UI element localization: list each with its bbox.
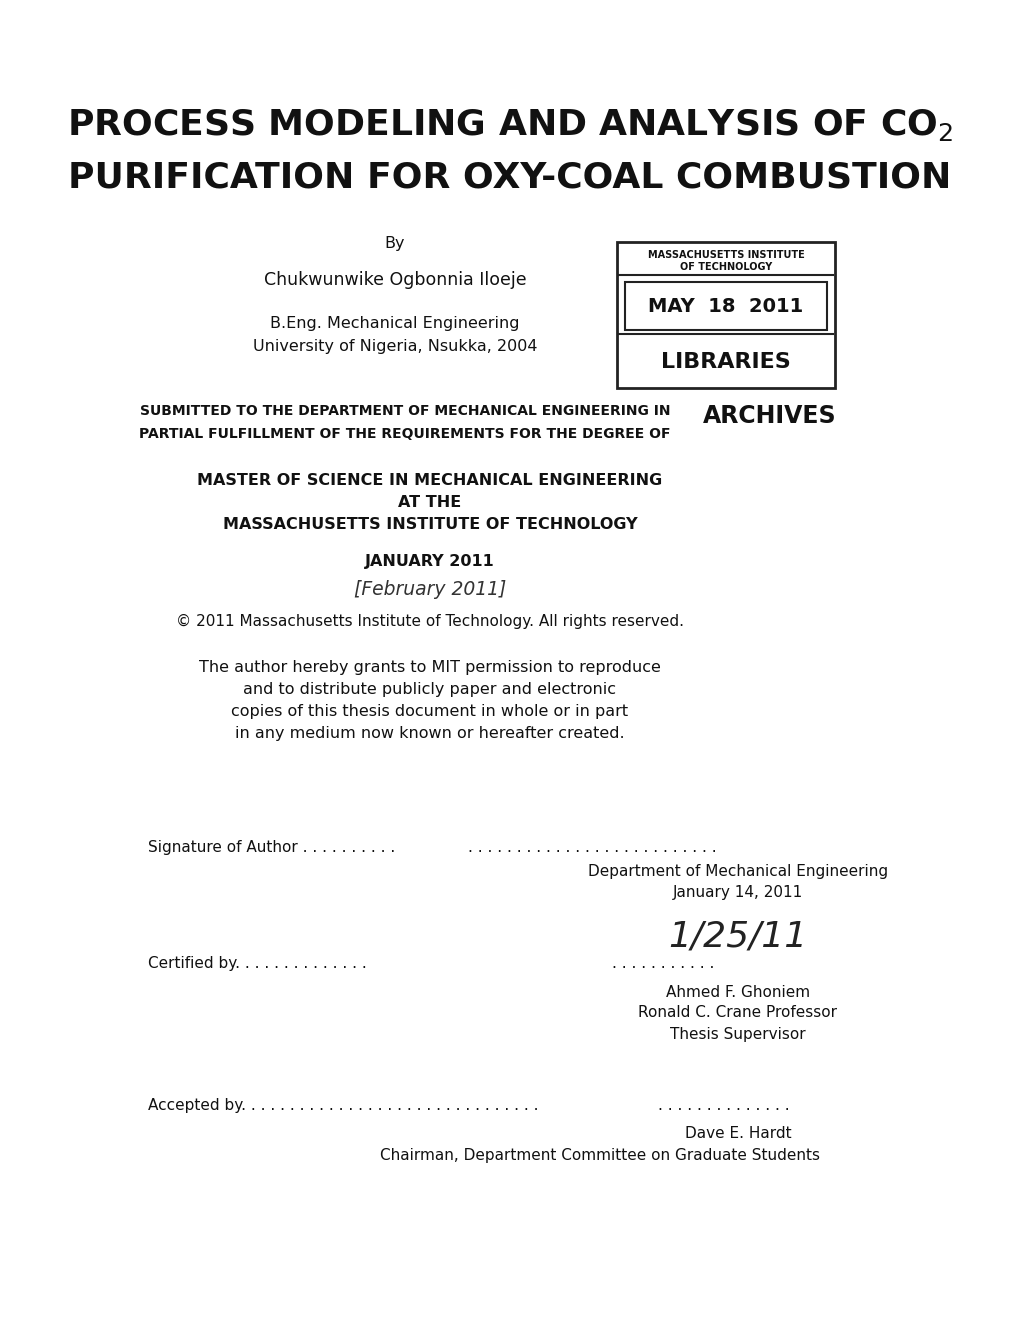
Text: The author hereby grants to MIT permission to reproduce: The author hereby grants to MIT permissi… xyxy=(199,660,660,675)
Text: Thesis Supervisor: Thesis Supervisor xyxy=(669,1027,805,1041)
Text: MASSACHUSETTS INSTITUTE: MASSACHUSETTS INSTITUTE xyxy=(647,249,804,260)
Text: Certified by. . . . . . . . . . . . . .: Certified by. . . . . . . . . . . . . . xyxy=(148,956,367,972)
Text: MASTER OF SCIENCE IN MECHANICAL ENGINEERING: MASTER OF SCIENCE IN MECHANICAL ENGINEER… xyxy=(198,473,662,488)
Text: PARTIAL FULFILLMENT OF THE REQUIREMENTS FOR THE DEGREE OF: PARTIAL FULFILLMENT OF THE REQUIREMENTS … xyxy=(140,426,671,441)
Text: AT THE: AT THE xyxy=(398,495,462,510)
Text: Signature of Author . . . . . . . . . .: Signature of Author . . . . . . . . . . xyxy=(148,840,395,855)
Text: LIBRARIES: LIBRARIES xyxy=(660,352,790,372)
Text: B.Eng. Mechanical Engineering: B.Eng. Mechanical Engineering xyxy=(270,315,520,331)
Text: 1/25/11: 1/25/11 xyxy=(667,919,807,953)
Text: Department of Mechanical Engineering: Department of Mechanical Engineering xyxy=(587,865,888,879)
Text: Chukwunwike Ogbonnia Iloeje: Chukwunwike Ogbonnia Iloeje xyxy=(264,271,526,289)
Text: JANUARY 2011: JANUARY 2011 xyxy=(365,554,494,569)
Text: Accepted by. . . . . . . . . . . . . . . . . . . . . . . . . . . . . . .: Accepted by. . . . . . . . . . . . . . .… xyxy=(148,1098,538,1113)
Text: . . . . . . . . . . . . . .: . . . . . . . . . . . . . . xyxy=(657,1098,789,1113)
Text: ARCHIVES: ARCHIVES xyxy=(702,404,836,428)
Text: Dave E. Hardt: Dave E. Hardt xyxy=(684,1126,791,1140)
Text: PROCESS MODELING AND ANALYSIS OF CO$_2$: PROCESS MODELING AND ANALYSIS OF CO$_2$ xyxy=(67,107,952,143)
Text: Ahmed F. Ghoniem: Ahmed F. Ghoniem xyxy=(665,985,809,1001)
Text: copies of this thesis document in whole or in part: copies of this thesis document in whole … xyxy=(231,704,628,719)
Text: University of Nigeria, Nsukka, 2004: University of Nigeria, Nsukka, 2004 xyxy=(253,339,537,354)
Text: . . . . . . . . . . . . . . . . . . . . . . . . . .: . . . . . . . . . . . . . . . . . . . . … xyxy=(468,840,716,855)
Text: MAY  18  2011: MAY 18 2011 xyxy=(648,297,803,315)
Text: MASSACHUSETTS INSTITUTE OF TECHNOLOGY: MASSACHUSETTS INSTITUTE OF TECHNOLOGY xyxy=(222,517,637,532)
Bar xyxy=(616,242,835,388)
Text: [February 2011]: [February 2011] xyxy=(354,579,505,599)
Text: Ronald C. Crane Professor: Ronald C. Crane Professor xyxy=(638,1005,837,1020)
Text: © 2011 Massachusetts Institute of Technology. All rights reserved.: © 2011 Massachusetts Institute of Techno… xyxy=(176,614,684,630)
Text: and to distribute publicly paper and electronic: and to distribute publicly paper and ele… xyxy=(244,682,615,697)
Text: OF TECHNOLOGY: OF TECHNOLOGY xyxy=(680,261,771,272)
Text: . . . . . . . . . . .: . . . . . . . . . . . xyxy=(611,956,713,972)
Text: SUBMITTED TO THE DEPARTMENT OF MECHANICAL ENGINEERING IN: SUBMITTED TO THE DEPARTMENT OF MECHANICA… xyxy=(140,404,669,418)
Text: in any medium now known or hereafter created.: in any medium now known or hereafter cre… xyxy=(235,726,625,741)
Text: January 14, 2011: January 14, 2011 xyxy=(673,884,802,900)
Bar xyxy=(625,282,826,330)
Text: Chairman, Department Committee on Graduate Students: Chairman, Department Committee on Gradua… xyxy=(380,1148,819,1163)
Text: By: By xyxy=(384,236,405,251)
Text: PURIFICATION FOR OXY-COAL COMBUSTION: PURIFICATION FOR OXY-COAL COMBUSTION xyxy=(68,161,951,195)
